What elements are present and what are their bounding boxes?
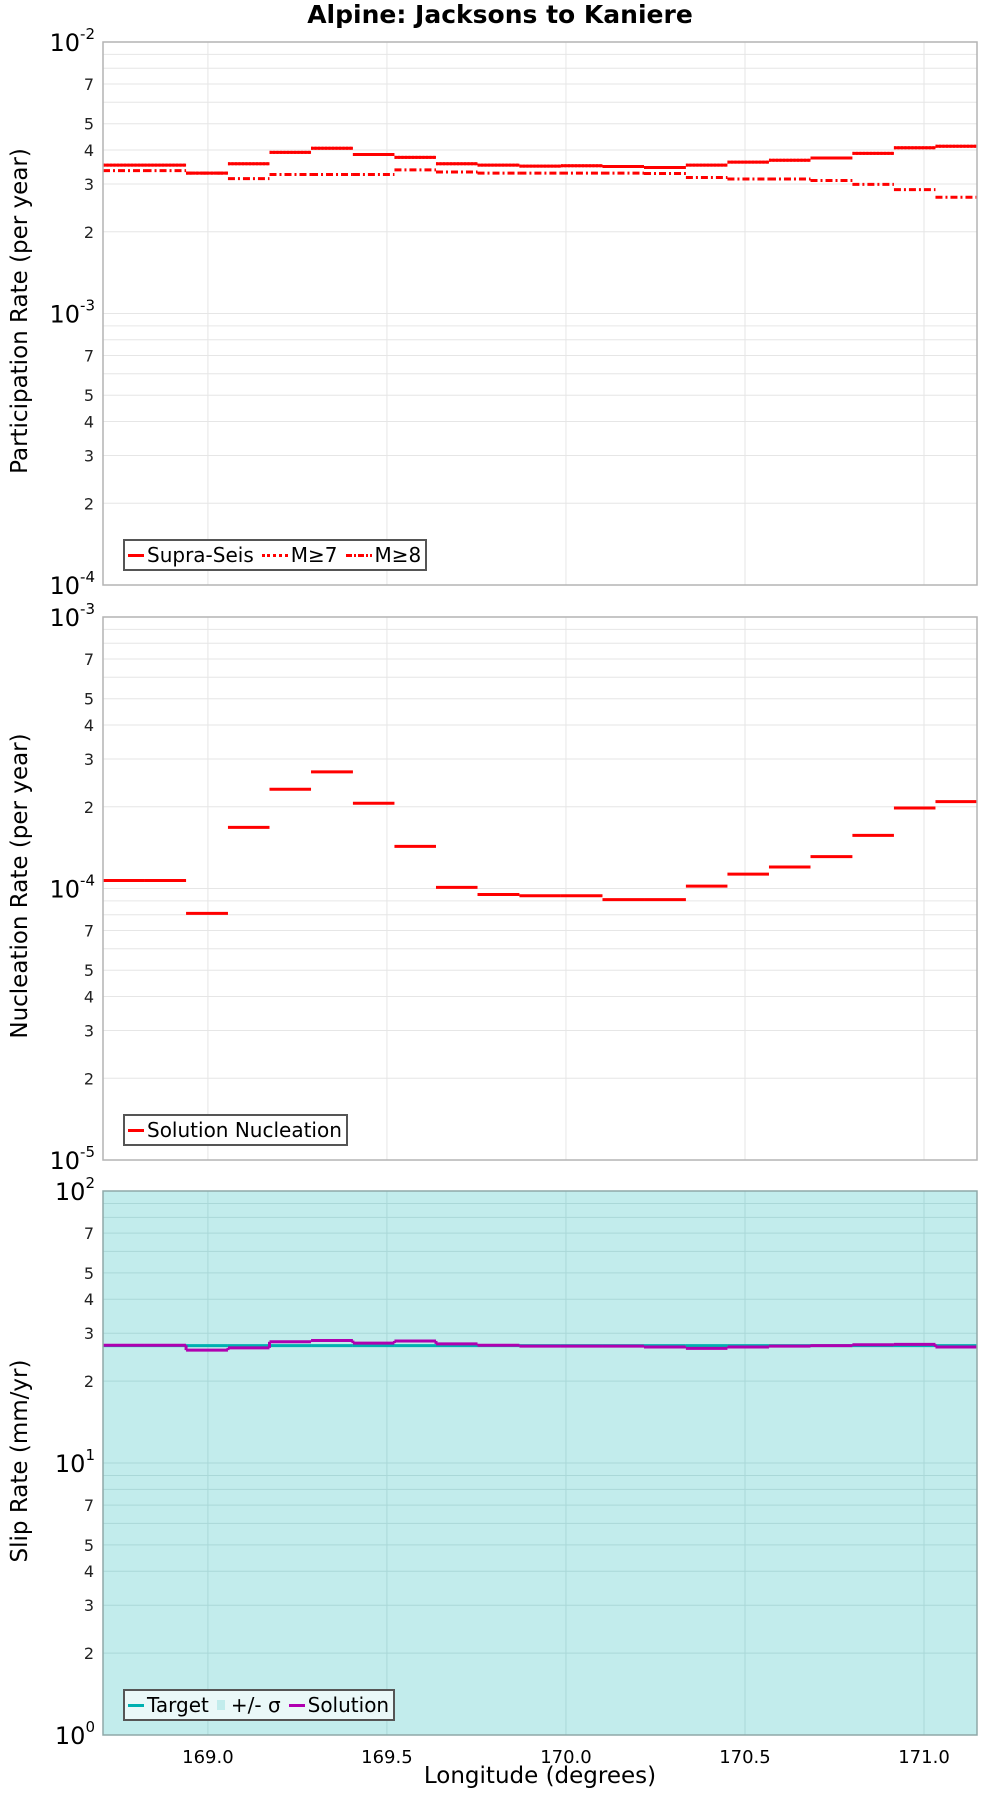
y-major-tick-label: 102 xyxy=(55,1174,95,1206)
y-major-tick-label: 101 xyxy=(55,1446,95,1478)
y-major-tick-label: 10-4 xyxy=(49,568,95,600)
y-minor-tick-label: 2 xyxy=(84,494,94,513)
legend-item-supra-seis: Supra-Seis xyxy=(128,541,254,569)
legend-item-sigma: +/- σ xyxy=(216,1691,281,1719)
y-minor-tick-label: 7 xyxy=(84,650,94,669)
y-minor-tick-label: 2 xyxy=(84,1069,94,1088)
y-minor-tick-label: 3 xyxy=(84,1021,94,1040)
legend-nucleation: Solution Nucleation xyxy=(123,1114,348,1146)
plot-panel-2: 100 2 3 4 5 7 101 2 3 4 5 7 102 xyxy=(55,1174,978,1750)
legend-label: M≥7 xyxy=(290,543,338,567)
legend-item-solution: Solution xyxy=(288,1691,390,1719)
y-minor-tick-label: 2 xyxy=(84,1644,94,1663)
legend-item-solution-nucleation: Solution Nucleation xyxy=(128,1116,342,1144)
x-axis-label: Longitude (degrees) xyxy=(423,1763,657,1789)
legend-label: Supra-Seis xyxy=(147,543,254,567)
y-minor-tick-label: 4 xyxy=(84,988,94,1007)
y-minor-tick-label: 7 xyxy=(84,75,94,94)
solid-line-swatch-icon xyxy=(128,1128,144,1132)
y-major-tick-label: 10-5 xyxy=(49,1143,95,1175)
y-minor-tick-label: 5 xyxy=(84,690,94,709)
y-minor-tick-label: 5 xyxy=(84,386,94,405)
cyan-line-swatch-icon xyxy=(128,1703,144,1707)
y-minor-tick-label: 4 xyxy=(84,1290,94,1309)
y-minor-tick-label: 5 xyxy=(84,115,94,134)
y-minor-tick-label: 2 xyxy=(84,1372,94,1391)
y-minor-tick-label: 4 xyxy=(84,141,94,160)
legend-label: Target xyxy=(147,1693,209,1717)
dashdot-line-swatch-icon xyxy=(345,553,372,557)
series-Solution Nucleation xyxy=(103,770,977,915)
y-minor-tick-label: 3 xyxy=(84,750,94,769)
fill-box-swatch-icon xyxy=(216,1700,225,1710)
legend-label: Solution Nucleation xyxy=(147,1118,342,1142)
plot-panel-1: 10-5 2 3 4 5 7 10-4 2 3 4 5 7 10-3 xyxy=(49,600,978,1175)
legend-item-target: Target xyxy=(128,1691,209,1719)
series-M≥8 xyxy=(103,168,977,199)
y-axis-label-participation: Participation Rate (per year) xyxy=(7,148,33,474)
dotted-line-swatch-icon xyxy=(261,553,288,557)
y-major-tick-label: 10-3 xyxy=(49,297,95,329)
legend-label: M≥8 xyxy=(374,543,422,567)
series-Solution xyxy=(103,1339,977,1352)
y-minor-tick-label: 2 xyxy=(84,223,94,242)
y-minor-tick-label: 4 xyxy=(84,1562,94,1581)
y-minor-tick-label: 4 xyxy=(84,413,94,432)
y-minor-tick-label: 5 xyxy=(84,961,94,980)
y-minor-tick-label: 7 xyxy=(84,1496,94,1515)
x-tick-label: 170.5 xyxy=(719,1747,771,1768)
y-major-tick-label: 10-3 xyxy=(49,600,95,632)
y-minor-tick-label: 5 xyxy=(84,1264,94,1283)
y-major-tick-label: 10-4 xyxy=(49,872,95,904)
y-minor-tick-label: 5 xyxy=(84,1536,94,1555)
legend-item-m7: M≥7 xyxy=(261,541,338,569)
y-axis-label-nucleation: Nucleation Rate (per year) xyxy=(7,733,33,1039)
y-minor-tick-label: 3 xyxy=(84,1596,94,1615)
y-minor-tick-label: 2 xyxy=(84,798,94,817)
y-minor-tick-label: 7 xyxy=(84,347,94,366)
y-minor-tick-label: 7 xyxy=(84,922,94,941)
legend-item-m8: M≥8 xyxy=(345,541,422,569)
solid-line-swatch-icon xyxy=(128,553,144,557)
x-tick-label: 169.5 xyxy=(361,1747,413,1768)
y-minor-tick-label: 3 xyxy=(84,446,94,465)
plot-panel-0: 10-4 2 3 4 5 7 10-3 2 3 4 5 7 10-2 xyxy=(49,25,978,600)
x-tick-label: 170.0 xyxy=(540,1747,592,1768)
legend-participation: Supra-Seis M≥7 M≥8 xyxy=(123,539,428,571)
y-minor-tick-label: 7 xyxy=(84,1224,94,1243)
y-minor-tick-label: 3 xyxy=(84,175,94,194)
y-major-tick-label: 100 xyxy=(55,1718,95,1750)
x-tick-label: 169.0 xyxy=(182,1747,234,1768)
legend-slip-rate: Target +/- σ Solution xyxy=(123,1689,396,1721)
x-tick-label: 171.0 xyxy=(898,1747,950,1768)
magenta-line-swatch-icon xyxy=(288,1703,305,1707)
legend-label: Solution xyxy=(307,1693,390,1717)
chart-title: Alpine: Jacksons to Kaniere xyxy=(307,0,693,29)
y-axis-label-slip-rate: Slip Rate (mm/yr) xyxy=(7,1359,33,1563)
y-major-tick-label: 10-2 xyxy=(49,25,95,57)
y-minor-tick-label: 3 xyxy=(84,1324,94,1343)
legend-label: +/- σ xyxy=(230,1693,281,1717)
y-minor-tick-label: 4 xyxy=(84,716,94,735)
